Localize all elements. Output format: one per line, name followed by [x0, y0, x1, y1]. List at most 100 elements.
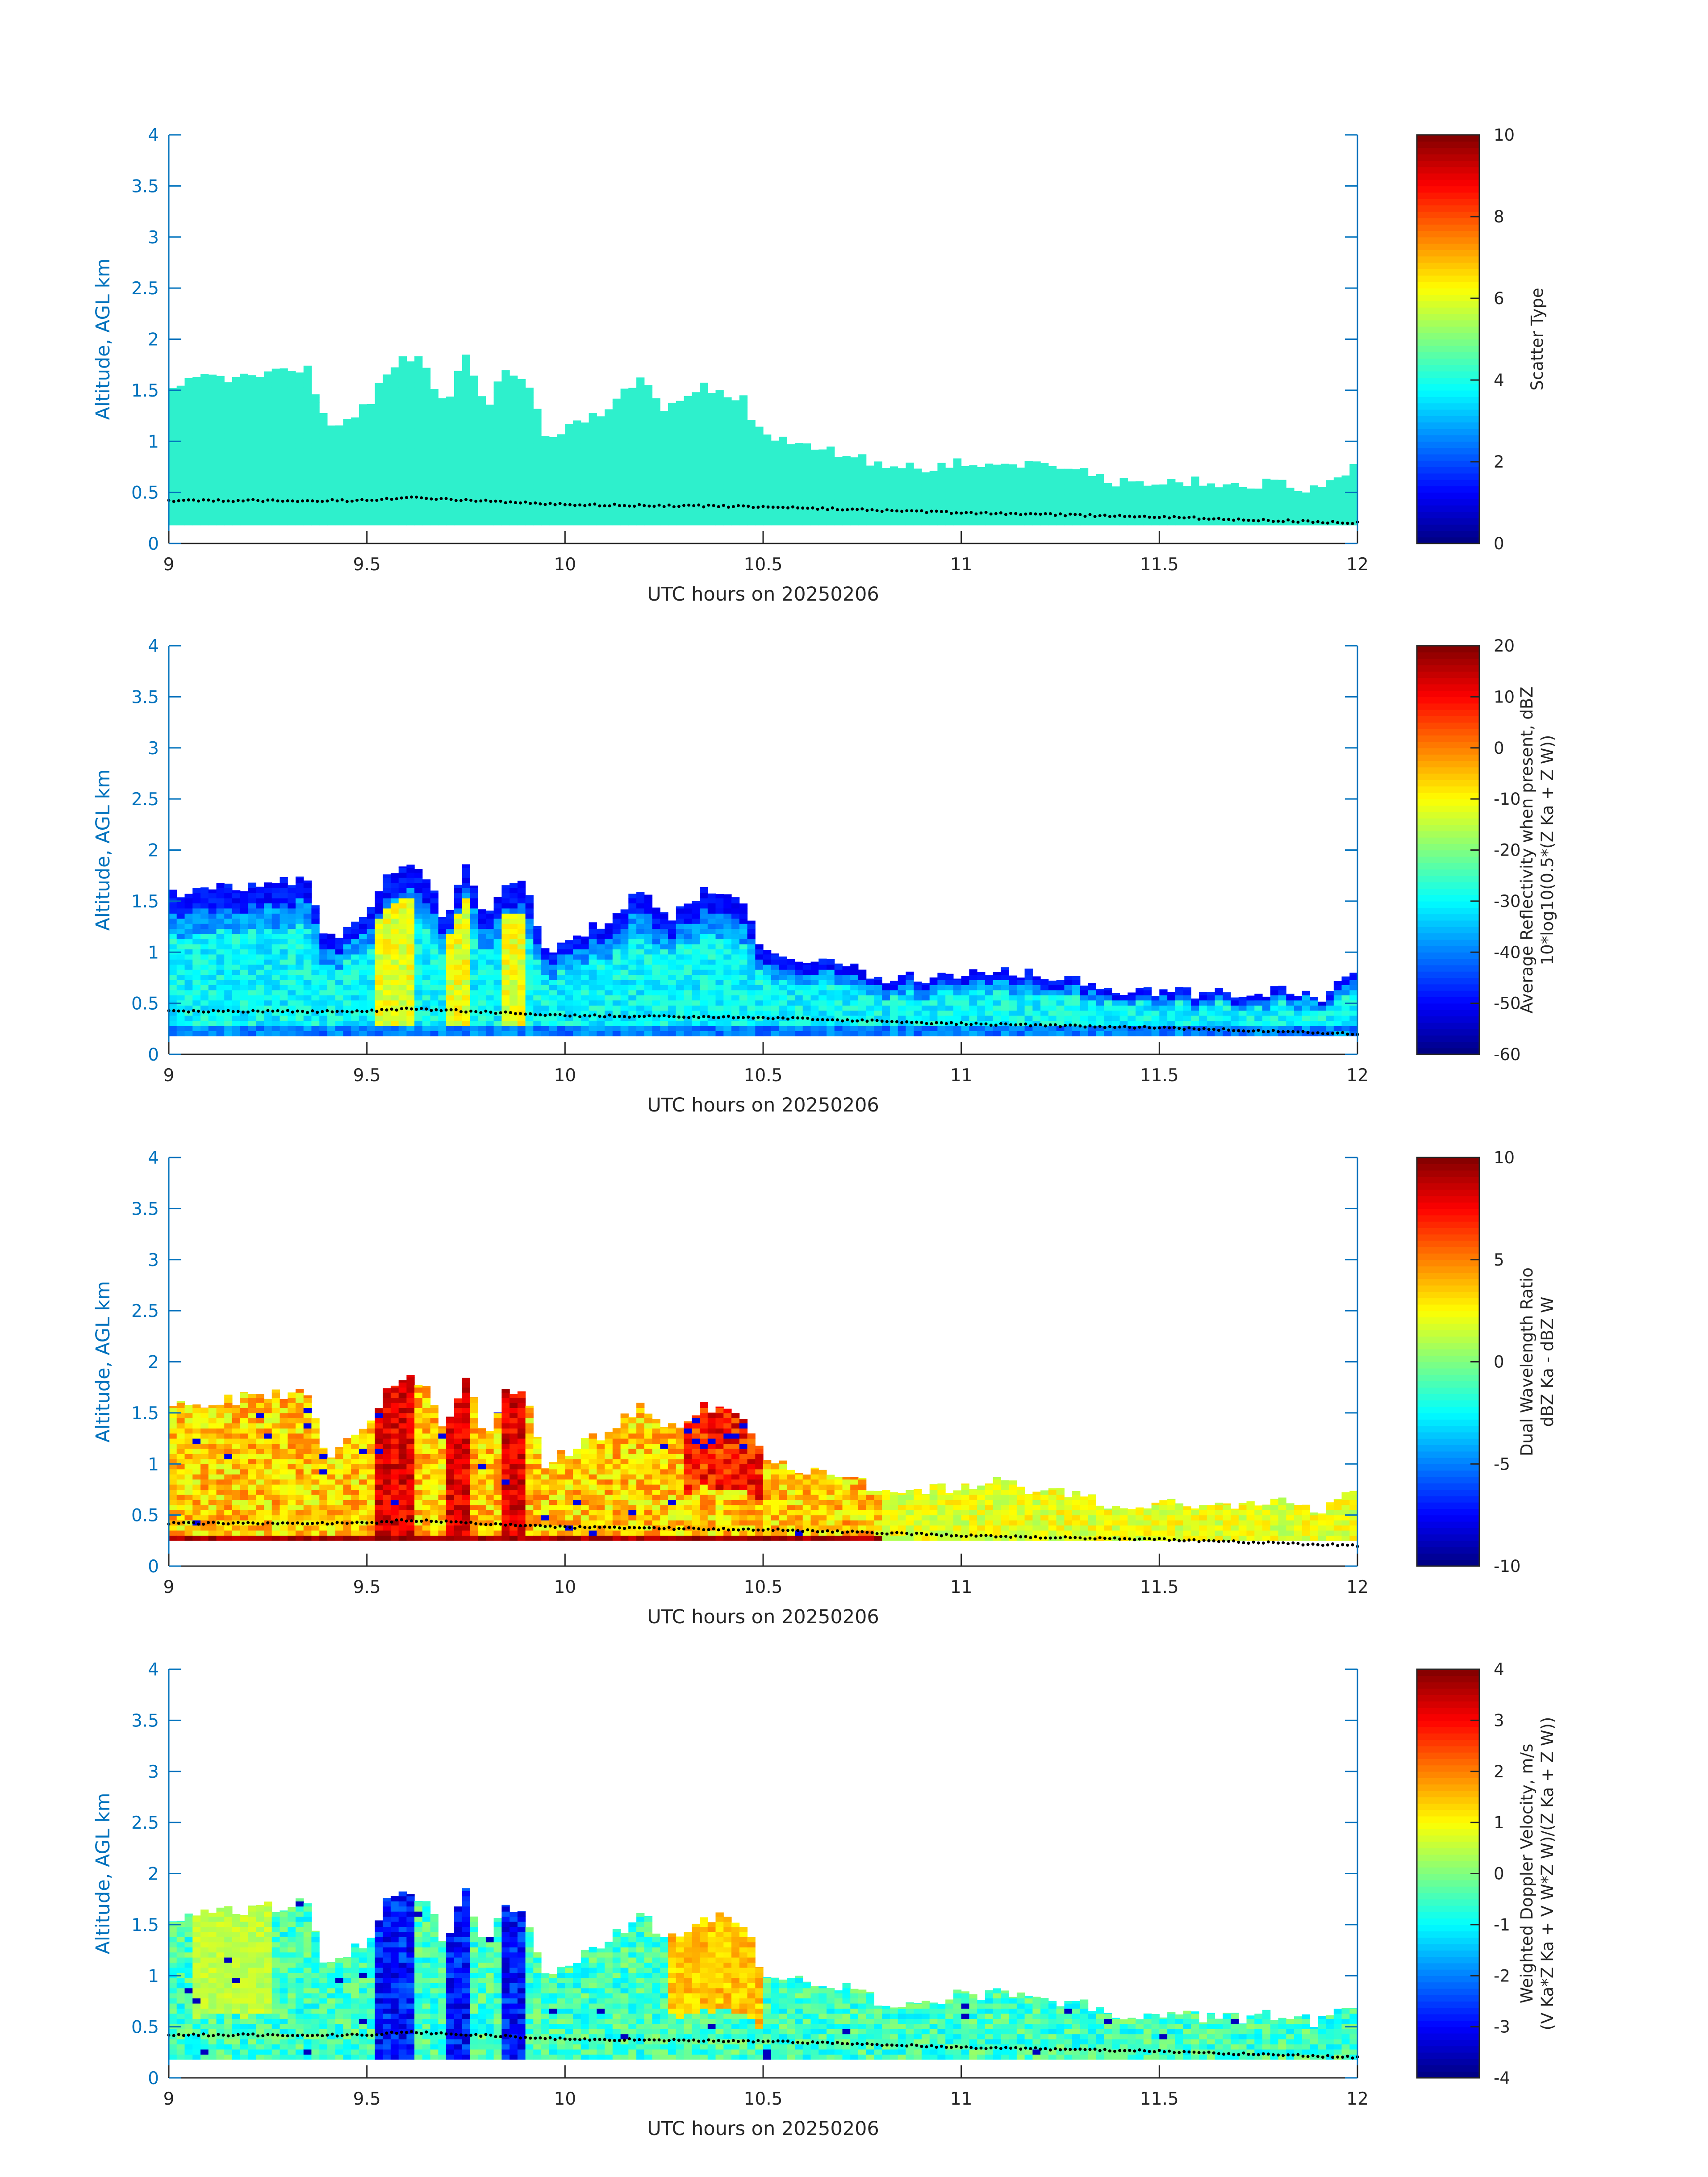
y-axis-label: Altitude, AGL km	[92, 1793, 114, 1955]
x-tick-label: 9	[163, 1577, 175, 1597]
x-tick-label: 10.5	[744, 1577, 783, 1597]
x-tick-label: 10	[554, 2089, 576, 2109]
y-tick-label: 1	[148, 1966, 159, 1986]
y-tick-label: 2.5	[131, 279, 159, 299]
colorbar-label: (V Ka*Z Ka + V W*Z W)/(Z Ka + Z W))	[1538, 1717, 1557, 2031]
x-tick-label: 10	[554, 1066, 576, 1086]
colorbar: -60 -50 -40 -30 -20 -10 0 10 20 Average Reflectiv…	[1416, 636, 1557, 1064]
y-tick-label: 3	[148, 739, 159, 759]
x-tick-label: 11	[950, 2089, 973, 2109]
colorbar-tick-label: -4	[1494, 2068, 1510, 2088]
y-tick-label: 4	[148, 636, 159, 656]
colorbar: -10 -5 0 5 10 Dual Wavelength Ratio dBZ Ka - d…	[1416, 1148, 1557, 1576]
radar-echo-reflectivity	[169, 864, 1357, 1036]
x-tick-label: 9	[163, 555, 175, 575]
colorbar-tick-label: 8	[1494, 207, 1504, 226]
y-axis-label: Altitude, AGL km	[92, 259, 114, 420]
x-tick-label: 9.5	[353, 1066, 381, 1086]
colorbar-label: 10*log10(0.5*(Z Ka + Z W))	[1538, 735, 1557, 965]
y-tick-label: 0.5	[131, 2018, 159, 2038]
x-tick-label: 10.5	[744, 555, 783, 575]
y-tick-label: 0.5	[131, 483, 159, 503]
y-tick-label: 0.5	[131, 1506, 159, 1526]
y-tick-label: 0	[148, 1045, 159, 1065]
colorbar-tick-label: 20	[1494, 636, 1515, 656]
radar-echo-scatter	[169, 355, 1357, 526]
colorbar-tick-label: -1	[1494, 1915, 1510, 1935]
y-tick-label: 0	[148, 2068, 159, 2089]
colorbar-tick-label: -5	[1494, 1454, 1510, 1474]
x-tick-label: 11	[950, 1066, 973, 1086]
colorbar: -4 -3 -2 -1 0 1 2 3 4 Weighted Doppler Velocity, …	[1416, 1660, 1557, 2088]
radar-echo-velocity	[169, 1888, 1357, 2060]
y-tick-label: 2	[148, 1353, 159, 1373]
y-tick-label: 0	[148, 534, 159, 554]
x-tick-label: 11	[950, 555, 973, 575]
colorbar-tick-label: 4	[1494, 371, 1504, 390]
ground-line-dots	[167, 2030, 1359, 2060]
y-tick-label: 4	[148, 1660, 159, 1680]
x-axis-label: UTC hours on 20250206	[647, 2118, 879, 2140]
y-tick-label: 2.5	[131, 1813, 159, 1833]
y-tick-label: 3.5	[131, 687, 159, 707]
colorbar: 0 2 4 6 8 10 Scatter Type	[1416, 125, 1547, 553]
colorbar-tick-label: 10	[1494, 687, 1515, 706]
colorbar-label: Weighted Doppler Velocity, m/s	[1517, 1744, 1537, 2004]
colorbar-tick-label: 10	[1494, 125, 1515, 145]
colorbar-tick-label: -3	[1494, 2018, 1510, 2037]
colorbar-tick-label: 4	[1494, 1660, 1504, 1679]
colorbar-tick-label: 10	[1494, 1148, 1515, 1167]
x-axis-label: UTC hours on 20250206	[647, 1606, 879, 1628]
x-tick-label: 10.5	[744, 2089, 783, 2109]
x-tick-label: 12	[1346, 555, 1369, 575]
colorbar-tick-label: -10	[1494, 790, 1520, 809]
y-tick-label: 2	[148, 841, 159, 861]
y-tick-label: 2	[148, 1864, 159, 1885]
colorbar-tick-label: 2	[1494, 1762, 1504, 1781]
ground-line-dots	[167, 495, 1359, 525]
colorbar-tick-label: -30	[1494, 892, 1520, 911]
x-tick-label: 9.5	[353, 1577, 381, 1597]
y-axis-label: Altitude, AGL km	[92, 769, 114, 931]
x-tick-label: 9	[163, 1066, 175, 1086]
colorbar-tick-label: -60	[1494, 1045, 1520, 1064]
colorbar-tick-label: 0	[1494, 739, 1504, 758]
y-tick-label: 1.5	[131, 1404, 159, 1424]
y-tick-label: 1	[148, 432, 159, 452]
colorbar-tick-label: 2	[1494, 452, 1504, 472]
colorbar-tick-label: 0	[1494, 1353, 1504, 1372]
x-axis-label: UTC hours on 20250206	[647, 583, 879, 606]
x-tick-label: 10	[554, 1577, 576, 1597]
y-tick-label: 3	[148, 228, 159, 248]
colorbar-label: Average Reflectivity when present, dBZ	[1517, 686, 1537, 1013]
x-tick-label: 9	[163, 2089, 175, 2109]
colorbar-tick-label: 5	[1494, 1250, 1504, 1270]
y-tick-label: 2.5	[131, 790, 159, 810]
x-tick-label: 11.5	[1140, 1066, 1179, 1086]
colorbar-tick-label: -20	[1494, 841, 1520, 860]
colorbar-tick-label: 6	[1494, 289, 1504, 308]
y-tick-label: 1.5	[131, 892, 159, 912]
y-tick-label: 1.5	[131, 381, 159, 401]
x-tick-label: 11	[950, 1577, 973, 1597]
y-tick-label: 3.5	[131, 1711, 159, 1731]
colorbar-tick-label: 0	[1494, 1864, 1504, 1884]
y-tick-label: 2	[148, 330, 159, 350]
ground-line-dots	[167, 1518, 1359, 1548]
x-tick-label: 10	[554, 555, 576, 575]
ground-line-dots	[167, 1007, 1359, 1036]
colorbar-tick-label: -10	[1494, 1557, 1520, 1576]
colorbar-label: Dual Wavelength Ratio	[1517, 1267, 1537, 1456]
x-tick-label: 9.5	[353, 2089, 381, 2109]
y-tick-label: 3.5	[131, 1199, 159, 1219]
colorbar-label: Scatter Type	[1528, 288, 1547, 390]
y-tick-label: 0.5	[131, 994, 159, 1014]
y-axis-label: Altitude, AGL km	[92, 1281, 114, 1443]
x-tick-label: 10.5	[744, 1066, 783, 1086]
x-tick-label: 12	[1346, 1066, 1369, 1086]
x-tick-label: 11.5	[1140, 555, 1179, 575]
